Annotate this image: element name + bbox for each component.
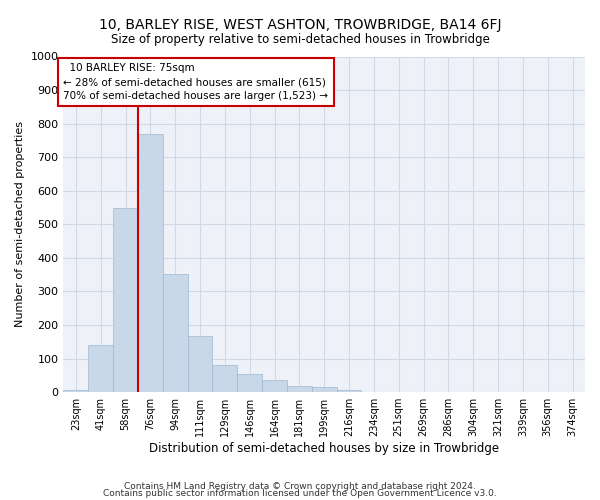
Bar (188, 336, 212, 392)
Text: 10 BARLEY RISE: 75sqm
← 28% of semi-detached houses are smaller (615)
70% of sem: 10 BARLEY RISE: 75sqm ← 28% of semi-deta… (64, 63, 328, 101)
Text: Contains HM Land Registry data © Crown copyright and database right 2024.: Contains HM Land Registry data © Crown c… (124, 482, 476, 491)
Y-axis label: Number of semi-detached properties: Number of semi-detached properties (15, 122, 25, 328)
Bar (64, 390, 88, 392)
Text: Contains public sector information licensed under the Open Government Licence v3: Contains public sector information licen… (103, 489, 497, 498)
Bar (287, 386, 312, 392)
Bar (212, 364, 237, 392)
Bar (138, 134, 163, 392)
Bar (163, 274, 188, 392)
Text: Size of property relative to semi-detached houses in Trowbridge: Size of property relative to semi-detach… (110, 32, 490, 46)
Bar (312, 387, 337, 392)
Bar (88, 345, 113, 392)
Bar (337, 390, 361, 392)
X-axis label: Distribution of semi-detached houses by size in Trowbridge: Distribution of semi-detached houses by … (149, 442, 499, 455)
Bar (237, 374, 262, 392)
Bar (262, 380, 287, 392)
Bar (113, 208, 138, 392)
Text: 10, BARLEY RISE, WEST ASHTON, TROWBRIDGE, BA14 6FJ: 10, BARLEY RISE, WEST ASHTON, TROWBRIDGE… (99, 18, 501, 32)
